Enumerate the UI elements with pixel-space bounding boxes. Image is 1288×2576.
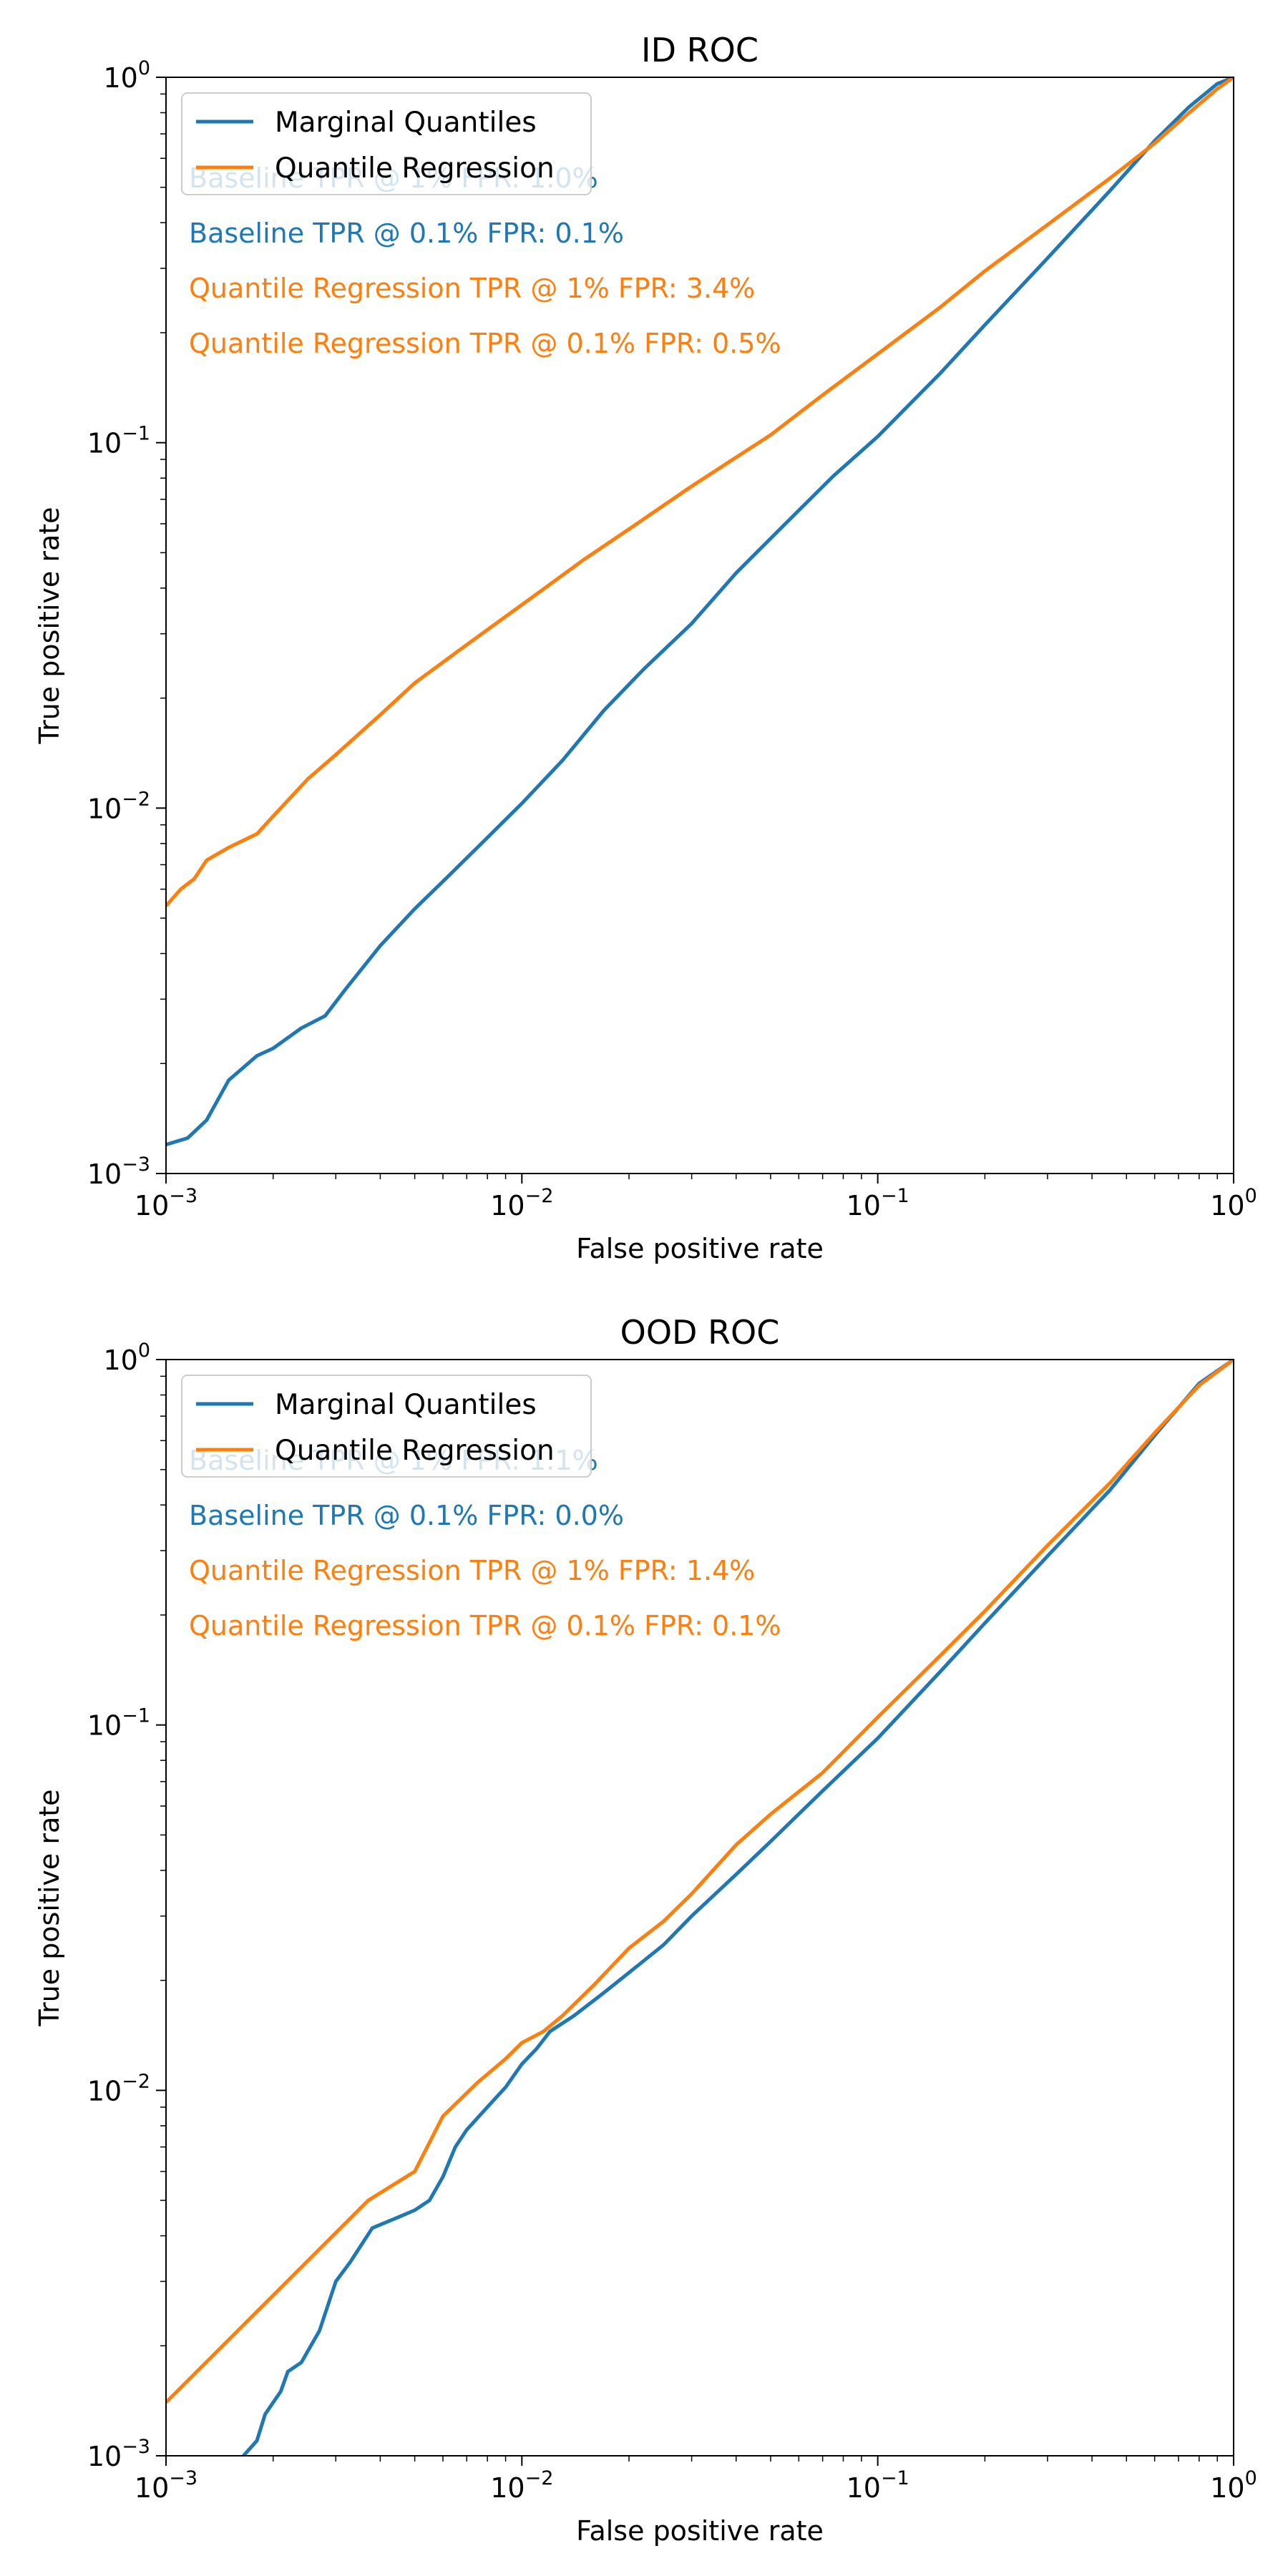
x-tick-label: 10−3 [135, 1185, 197, 1221]
tpr-annotation: Quantile Regression TPR @ 0.1% FPR: 0.1% [189, 1610, 781, 1641]
x-tick-exponent: −2 [525, 1185, 554, 1207]
x-tick-exponent: −3 [169, 2467, 197, 2489]
x-tick-label: 100 [1210, 2467, 1257, 2504]
y-tick-label: 10−3 [87, 2436, 150, 2472]
x-tick-base: 10 [1210, 1190, 1244, 1221]
tpr-annotation: Baseline TPR @ 0.1% FPR: 0.0% [189, 1500, 624, 1531]
x-tick-label: 100 [1210, 1185, 1257, 1221]
x-tick-label: 10−1 [847, 2467, 909, 2504]
legend-box [181, 92, 592, 195]
x-axis-label: False positive rate [576, 1233, 824, 1264]
tpr-annotation: Baseline TPR @ 0.1% FPR: 0.1% [189, 218, 624, 249]
chart-title: OOD ROC [620, 1313, 780, 1352]
y-tick-label: 10−2 [87, 788, 150, 824]
x-tick-exponent: −2 [525, 2467, 554, 2489]
tpr-annotation: Quantile Regression TPR @ 1% FPR: 3.4% [189, 273, 755, 304]
x-tick-base: 10 [135, 2472, 169, 2504]
x-tick-base: 10 [490, 2472, 525, 2504]
y-tick-base: 10 [87, 793, 122, 824]
x-tick-exponent: −1 [881, 1185, 909, 1207]
x-tick-base: 10 [135, 1190, 169, 1221]
x-axis-label: False positive rate [576, 2515, 824, 2547]
legend-label: Marginal Quantiles [275, 1389, 537, 1421]
y-axis-label: True positive rate [34, 507, 65, 744]
y-axis-label: True positive rate [34, 1789, 65, 2026]
y-tick-base: 10 [87, 2075, 122, 2107]
tpr-annotation: Quantile Regression TPR @ 0.1% FPR: 0.5% [189, 328, 781, 359]
series-line-marginal-quantiles [242, 1360, 1234, 2456]
x-tick-exponent: −1 [881, 2467, 909, 2489]
axes-frame [165, 77, 1234, 1174]
x-tick-exponent: 0 [1245, 2467, 1257, 2489]
y-tick-exponent: −3 [122, 2436, 150, 2458]
series-line-marginal-quantiles [166, 77, 1234, 1146]
x-tick-base: 10 [847, 1190, 881, 1221]
y-tick-base: 10 [87, 1710, 122, 1742]
y-tick-exponent: −2 [122, 788, 150, 810]
y-tick-label: 10−3 [87, 1153, 150, 1190]
y-tick-label: 10−1 [87, 1705, 150, 1742]
chart-title: ID ROC [641, 31, 758, 69]
y-tick-exponent: 0 [138, 1340, 150, 1362]
legend-box [181, 1375, 592, 1478]
y-tick-label: 100 [103, 57, 150, 94]
tpr-annotation: Quantile Regression TPR @ 1% FPR: 1.4% [189, 1555, 755, 1586]
x-tick-label: 10−2 [490, 2467, 553, 2504]
legend-label: Marginal Quantiles [275, 107, 537, 139]
y-tick-base: 10 [103, 62, 137, 94]
series-line-quantile-regression [166, 77, 1234, 907]
y-tick-exponent: −3 [122, 1153, 150, 1176]
y-tick-exponent: 0 [138, 57, 150, 79]
axes-frame [165, 1359, 1234, 2457]
y-tick-label: 10−2 [87, 2070, 150, 2107]
y-tick-base: 10 [103, 1345, 137, 1376]
x-tick-label: 10−1 [847, 1185, 909, 1221]
x-tick-base: 10 [1210, 2472, 1244, 2504]
x-tick-base: 10 [847, 2472, 881, 2504]
y-tick-exponent: −1 [122, 423, 150, 445]
legend-label: Quantile Regression [275, 1435, 555, 1467]
y-tick-exponent: −2 [122, 2070, 150, 2092]
x-tick-exponent: 0 [1245, 1185, 1257, 1207]
x-tick-label: 10−3 [135, 2467, 197, 2504]
x-tick-base: 10 [490, 1190, 525, 1221]
x-tick-exponent: −3 [169, 1185, 197, 1207]
y-tick-label: 10−1 [87, 423, 150, 459]
y-tick-exponent: −1 [122, 1705, 150, 1727]
y-tick-base: 10 [87, 2441, 122, 2472]
series-line-quantile-regression [166, 1360, 1234, 2404]
y-tick-base: 10 [87, 1158, 122, 1190]
y-tick-base: 10 [87, 428, 122, 459]
y-tick-label: 100 [103, 1340, 150, 1376]
legend-label: Quantile Regression [275, 152, 555, 185]
x-tick-label: 10−2 [490, 1185, 553, 1221]
